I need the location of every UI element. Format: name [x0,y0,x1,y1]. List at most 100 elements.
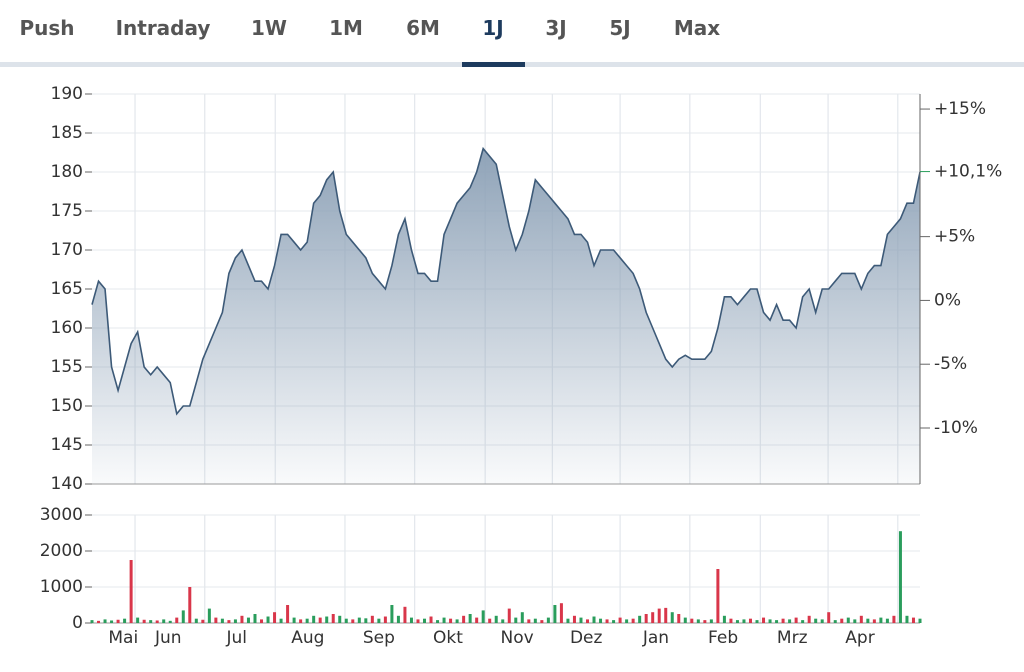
x-tick-label: Mrz [777,628,808,648]
volume-bar [690,618,694,623]
volume-bar [664,607,668,623]
y2-tick-label: 0% [934,290,961,310]
volume-bar [546,617,550,623]
x-tick-label: Nov [500,628,533,648]
volume-bar [670,612,674,623]
tab[interactable]: 1M [329,16,363,40]
tab[interactable]: 3J [545,16,567,40]
y-tick-label: 150 [51,396,83,416]
volume-bar [383,616,387,623]
volume-bar [892,615,896,623]
volume-bar [651,612,655,623]
volume-bar [898,531,902,623]
volume-bar [149,620,153,623]
volume-bar [377,618,381,623]
volume-bar [846,617,850,623]
area-fill [92,148,920,484]
tab[interactable]: 5J [609,16,631,40]
volume-bar [722,615,726,623]
volume-bar [246,617,250,623]
volume-bar [638,615,642,623]
volume-bar [853,619,857,623]
volume-bar [266,616,270,623]
volume-bar [409,617,413,623]
volume-bar [514,617,518,623]
volume-bar [520,612,524,623]
volume-bar [814,618,818,623]
volume-bar [175,617,179,623]
volume-bar [507,608,511,623]
volume-bar [631,618,635,623]
volume-bar [827,612,831,623]
volume-bar [123,618,127,623]
volume-bar [442,617,446,623]
volume-bar [396,615,400,623]
price-line [91,146,921,416]
y-tick-label: 3000 [40,505,83,525]
volume-bar [872,619,876,623]
volume-bar [911,617,915,623]
volume-bar [292,617,296,623]
volume-bar [286,605,290,623]
volume-bar [494,615,498,623]
volume-bar [390,605,394,623]
volume-bar [468,614,472,623]
volume-bar [703,620,707,623]
y-tick-label: 185 [51,123,83,143]
y-tick-label: 180 [51,162,83,182]
tab[interactable]: Push [19,16,75,40]
volume-bar [370,615,374,623]
volume-bar [90,620,94,623]
x-tick-label: Feb [708,628,738,648]
volume-bar [540,620,544,623]
volume-bar [742,619,746,623]
volume-bar [553,605,557,623]
volume-bar [781,618,785,623]
tab[interactable]: Intraday [115,16,211,40]
volume-bar [833,620,837,623]
tab[interactable]: 6M [406,16,440,40]
volume-bar [677,614,681,623]
y-tick-label: 170 [51,240,83,260]
tab[interactable]: Max [673,16,721,40]
volume-bar [436,620,440,623]
volume-bar [233,619,237,623]
volume-bar [136,617,140,623]
volume-bar [775,620,779,623]
volume-bar [168,620,172,623]
volume-bar [605,619,609,623]
volume-bar [253,614,257,623]
volume-bar [260,619,264,623]
volume-bar [885,618,889,623]
volume-bar [735,620,739,623]
volume-bar [788,619,792,623]
volume-bar [801,620,805,623]
tab[interactable]: 1W [251,16,287,40]
volume-bar [905,615,909,623]
volume-bar [572,615,576,623]
volume-bar [364,618,368,623]
volume-bar [207,608,211,623]
volume-bar [325,616,329,623]
x-tick-label: Sep [363,628,395,648]
volume-bar [155,620,159,623]
volume-bar [657,608,661,623]
x-tick-label: Jul [225,628,247,648]
volume-bar [240,615,244,623]
volume-bar [416,619,420,623]
volume-bar [220,618,224,623]
tab[interactable]: 1J [482,16,504,40]
volume-bar [201,619,205,623]
volume-bar [273,612,277,623]
volume-bar [214,617,218,623]
volume-bar [820,619,824,623]
volume-bar [644,614,648,623]
volume-bar [840,618,844,623]
volume-bar [683,617,687,623]
volume-bar [455,619,459,623]
y-tick-label: 190 [51,84,83,104]
volume-bar [768,619,772,623]
volume-bar [299,619,303,623]
volume-bar [612,620,616,623]
